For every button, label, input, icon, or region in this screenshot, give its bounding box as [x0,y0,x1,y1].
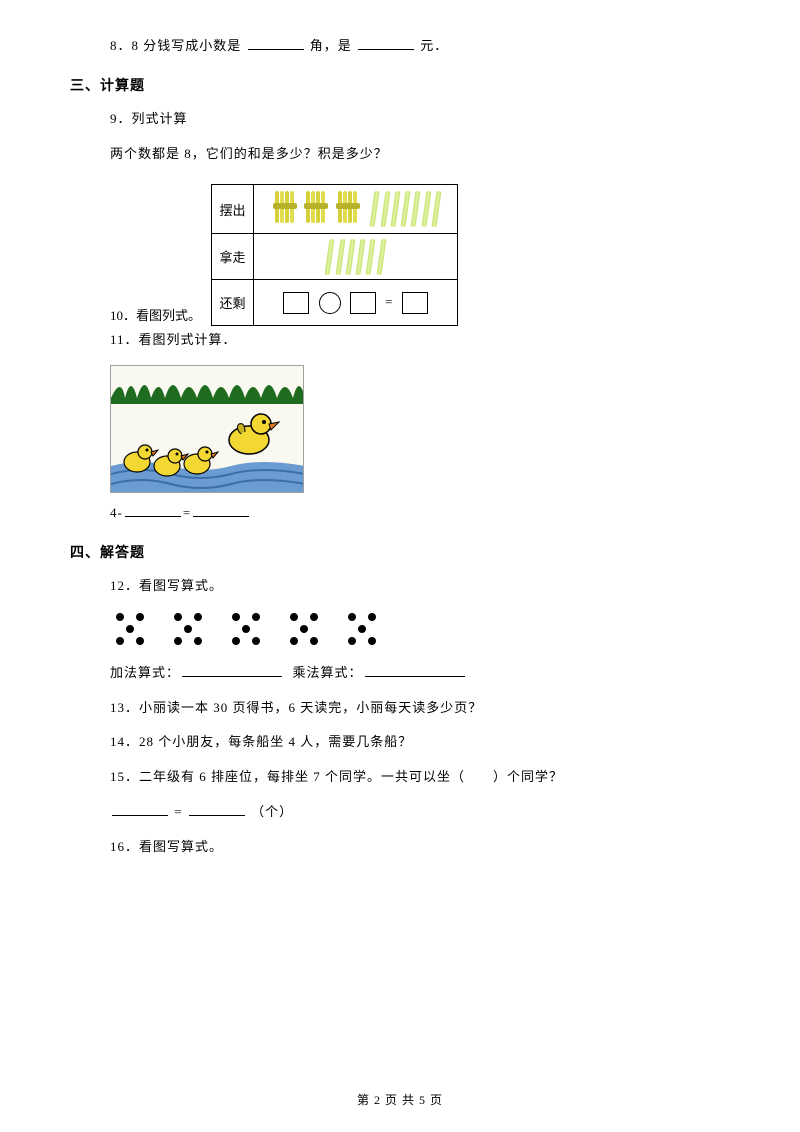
dot-group [226,611,266,647]
bundle-icon [273,189,297,229]
question-9-number: 9．列式计算 [70,109,730,130]
question-12-answers: 加法算式： 乘法算式： [70,663,730,684]
sticks-figure: 摆出 [211,184,458,326]
q8-suffix: 元． [420,38,448,53]
stick-icon [366,239,376,275]
question-15-expression: = （个） [70,802,730,823]
stick-icon [345,239,355,275]
question-16: 16．看图写算式。 [70,837,730,858]
operator-circle [319,292,341,314]
q11-eq: = [183,505,191,520]
sticks-row-label: 摆出 [212,185,254,234]
answer-box [283,292,309,314]
question-15: 15．二年级有 6 排座位，每排坐 7 个同学。一共可以坐（ ）个同学？ [70,767,730,788]
page-footer: 第 2 页 共 5 页 [0,1091,800,1108]
ducks-figure [110,365,304,493]
question-12-number: 12．看图写算式。 [70,576,730,597]
answer-box [402,292,428,314]
stick-icon [370,191,380,227]
blank [193,505,249,517]
stick-icon [401,191,411,227]
question-9-body: 两个数都是 8，它们的和是多少？积是多少？ [70,144,730,165]
q8-mid: 角，是 [310,38,352,53]
question-11-expression: 4- = [70,503,730,524]
sticks-row-top [254,185,458,234]
dots-figure [110,611,730,647]
stick-icon [390,191,400,227]
stick-icon [411,191,421,227]
sticks-row-label: 拿走 [212,234,254,280]
section-4-heading: 四、解答题 [70,542,730,562]
dot-group [168,611,208,647]
q8-prefix: 8．8 分钱写成小数是 [110,38,241,53]
stick-icon [380,191,390,227]
question-8: 8．8 分钱写成小数是 角，是 元． [70,36,730,57]
stick-icon [335,239,345,275]
blank [358,38,414,50]
question-14: 14．28 个小朋友，每条船坐 4 人，需要几条船？ [70,732,730,753]
dot-group [110,611,150,647]
stick-icon [421,191,431,227]
equals-sign: = [385,294,392,309]
stick-icon [431,191,441,227]
stick-icon [325,239,335,275]
answer-box [350,292,376,314]
question-10: 10．看图列式。 [70,305,201,330]
blank [125,505,181,517]
blank [248,38,304,50]
blank [182,665,282,677]
stick-icon [376,239,386,275]
q11-prefix: 4- [110,505,123,520]
stick-icon [356,239,366,275]
blank [189,804,245,816]
q15-eq: = [174,804,182,819]
dot-group [342,611,382,647]
q15-unit: （个） [251,804,293,819]
bundle-icon [304,189,328,229]
sticks-row-label: 还剩 [212,280,254,326]
section-3-heading: 三、计算题 [70,75,730,95]
question-13: 13．小丽读一本 30 页得书，6 天读完，小丽每天读多少页？ [70,698,730,719]
q12-mul-label: 乘法算式： [293,665,363,680]
question-11-number: 11．看图列式计算． [70,330,730,351]
sticks-row-mid [254,234,458,280]
blank [365,665,465,677]
sticks-row-eq: = [254,280,458,326]
dot-group [284,611,324,647]
blank [112,804,168,816]
q12-add-label: 加法算式： [110,665,180,680]
bundle-icon [336,189,360,229]
